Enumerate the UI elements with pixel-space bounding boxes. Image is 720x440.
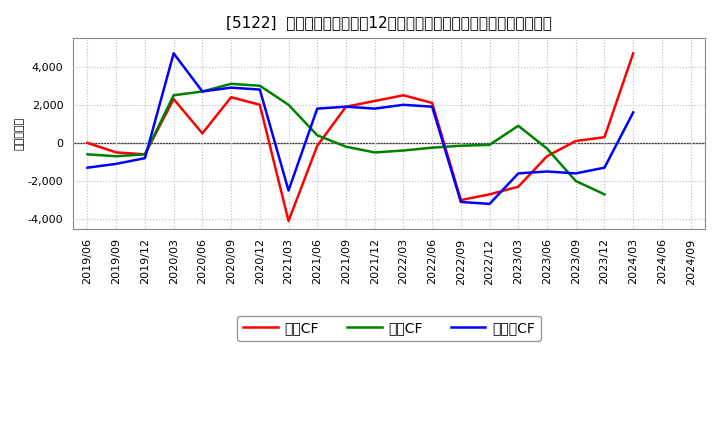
Line: フリーCF: フリーCF bbox=[88, 53, 633, 204]
フリーCF bbox=[284, 188, 293, 193]
投賃CF bbox=[313, 132, 322, 138]
営業CF bbox=[84, 140, 92, 146]
Line: 投賃CF: 投賃CF bbox=[88, 84, 605, 194]
Y-axis label: （百万円）: （百万円） bbox=[15, 117, 25, 150]
投賃CF bbox=[284, 102, 293, 107]
投賃CF bbox=[370, 150, 379, 155]
投賃CF bbox=[227, 81, 235, 87]
営業CF bbox=[140, 152, 149, 157]
Title: [5122]  キャッシュフローの12か月移動合計の対前年同期増減額の推移: [5122] キャッシュフローの12か月移動合計の対前年同期増減額の推移 bbox=[226, 15, 552, 30]
フリーCF bbox=[112, 161, 120, 166]
投賃CF bbox=[140, 152, 149, 157]
投賃CF bbox=[456, 143, 465, 148]
フリーCF bbox=[629, 110, 637, 115]
営業CF bbox=[543, 154, 552, 159]
フリーCF bbox=[428, 104, 436, 110]
フリーCF bbox=[399, 102, 408, 107]
フリーCF bbox=[514, 171, 523, 176]
投賃CF bbox=[198, 89, 207, 94]
投賃CF bbox=[256, 83, 264, 88]
フリーCF bbox=[370, 106, 379, 111]
投賃CF bbox=[84, 152, 92, 157]
営業CF bbox=[428, 100, 436, 106]
投賃CF bbox=[169, 93, 178, 98]
フリーCF bbox=[256, 87, 264, 92]
フリーCF bbox=[572, 171, 580, 176]
フリーCF bbox=[84, 165, 92, 170]
営業CF bbox=[112, 150, 120, 155]
フリーCF bbox=[227, 85, 235, 90]
フリーCF bbox=[342, 104, 351, 110]
投賃CF bbox=[543, 146, 552, 151]
営業CF bbox=[256, 102, 264, 107]
Legend: 営業CF, 投賃CF, フリーCF: 営業CF, 投賃CF, フリーCF bbox=[238, 315, 541, 341]
営業CF bbox=[629, 51, 637, 56]
営業CF bbox=[456, 198, 465, 203]
営業CF bbox=[284, 218, 293, 224]
フリーCF bbox=[600, 165, 609, 170]
投賃CF bbox=[399, 148, 408, 153]
営業CF bbox=[370, 99, 379, 104]
営業CF bbox=[485, 192, 494, 197]
Line: 営業CF: 営業CF bbox=[88, 53, 633, 221]
営業CF bbox=[514, 184, 523, 189]
投賃CF bbox=[572, 178, 580, 183]
フリーCF bbox=[456, 199, 465, 205]
フリーCF bbox=[198, 89, 207, 94]
営業CF bbox=[399, 93, 408, 98]
投賃CF bbox=[342, 144, 351, 149]
フリーCF bbox=[543, 169, 552, 174]
営業CF bbox=[342, 104, 351, 110]
投賃CF bbox=[514, 123, 523, 128]
投賃CF bbox=[112, 154, 120, 159]
営業CF bbox=[169, 96, 178, 102]
フリーCF bbox=[485, 201, 494, 206]
投賃CF bbox=[428, 145, 436, 150]
営業CF bbox=[572, 138, 580, 143]
営業CF bbox=[313, 143, 322, 148]
営業CF bbox=[227, 95, 235, 100]
投賃CF bbox=[485, 142, 494, 147]
フリーCF bbox=[140, 155, 149, 161]
投賃CF bbox=[600, 192, 609, 197]
フリーCF bbox=[313, 106, 322, 111]
営業CF bbox=[198, 131, 207, 136]
フリーCF bbox=[169, 51, 178, 56]
営業CF bbox=[600, 135, 609, 140]
